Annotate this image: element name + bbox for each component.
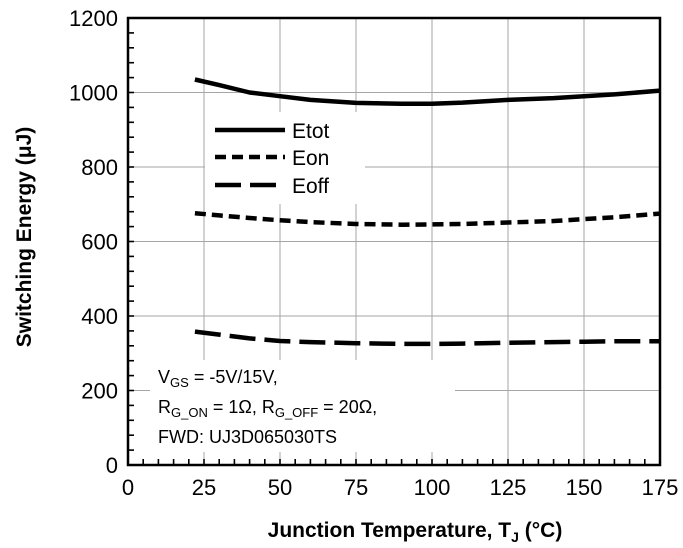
x-tick-label: 50 [268, 475, 292, 500]
conditions-annotation: VGS = -5V/15V, RG_ON = 1Ω, RG_OFF = 20Ω,… [150, 360, 455, 452]
x-tick-label: 125 [490, 475, 527, 500]
annotation-line-vgs: VGS = -5V/15V, [158, 367, 278, 390]
x-axis-title: Junction Temperature, TJ (°C) [268, 519, 563, 545]
y-axis-title: Switching Energy (μJ) [13, 127, 36, 348]
series-line-etot [194, 77, 661, 106]
x-tick-label: 25 [192, 475, 216, 500]
annotation-background [150, 360, 455, 452]
grid [127, 17, 661, 466]
legend-label-etot: Etot [292, 120, 330, 143]
y-tick-label: 200 [81, 379, 118, 404]
legend-label-eon: Eon [292, 147, 329, 170]
series-line-eon [194, 210, 661, 227]
series-lines [194, 77, 661, 347]
legend: Etot Eon Eoff [205, 112, 365, 204]
y-tick-labels: 0 200 400 600 800 1000 1200 [69, 6, 118, 478]
y-tick-label: 800 [81, 155, 118, 180]
x-tick-label: 150 [566, 475, 603, 500]
y-tick-label: 1000 [69, 81, 118, 106]
annotation-line-fwd: FWD: UJ3D065030TS [158, 427, 337, 447]
x-tick-label: 75 [344, 475, 368, 500]
annotation-line-rg: RG_ON = 1Ω, RG_OFF = 20Ω, [158, 397, 377, 420]
plot-frame [126, 16, 662, 467]
x-tick-label: 100 [414, 475, 451, 500]
series-line-eoff [194, 329, 660, 347]
x-tick-label: 0 [122, 475, 134, 500]
y-tick-label: 0 [106, 453, 118, 478]
y-tick-label: 400 [81, 304, 118, 329]
legend-label-eoff: Eoff [292, 175, 329, 198]
x-tick-labels: 0 25 50 75 100 125 150 175 [122, 475, 678, 500]
x-tick-label: 175 [642, 475, 679, 500]
y-tick-label: 1200 [69, 6, 118, 31]
y-tick-label: 600 [81, 230, 118, 255]
